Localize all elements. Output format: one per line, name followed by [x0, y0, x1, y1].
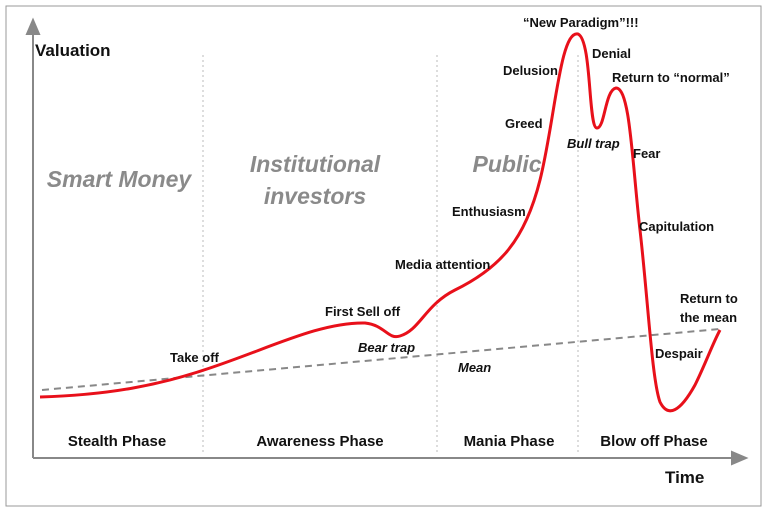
axes: [25, 17, 749, 466]
frame: [5, 5, 762, 507]
group-label: Smart Money: [47, 166, 193, 192]
annotation: Take off: [170, 350, 220, 365]
annotation: Media attention: [395, 257, 490, 272]
group-label: investors: [264, 183, 366, 209]
annotation: Mean: [458, 360, 491, 375]
group-label: Public: [472, 151, 541, 177]
phase-dividers: [202, 55, 579, 455]
x-axis-label: Time: [665, 468, 704, 487]
phase-label: Mania Phase: [464, 433, 555, 450]
annotation: First Sell off: [325, 304, 401, 319]
group-label: Institutional: [250, 151, 381, 177]
annotation: Denial: [592, 46, 631, 61]
mean-line: [41, 328, 721, 391]
annotation: Bear trap: [358, 340, 415, 355]
annotation: Greed: [505, 116, 543, 131]
annotation: “New Paradigm”!!!: [523, 15, 639, 30]
annotation: Delusion: [503, 63, 558, 78]
phase-label: Awareness Phase: [256, 433, 383, 450]
annotation: Fear: [633, 146, 660, 161]
annotation: the mean: [680, 310, 737, 325]
y-axis-label: Valuation: [35, 41, 111, 60]
phase-label: Stealth Phase: [68, 433, 166, 450]
annotation: Enthusiasm: [452, 204, 526, 219]
annotation: Bull trap: [567, 136, 620, 151]
annotation: Despair: [655, 346, 703, 361]
annotation: Return to “normal”: [612, 70, 730, 85]
annotation: Capitulation: [639, 219, 714, 234]
phase-label: Blow off Phase: [600, 433, 708, 450]
bubble-curve: [39, 32, 722, 413]
annotation: Return to: [680, 291, 738, 306]
